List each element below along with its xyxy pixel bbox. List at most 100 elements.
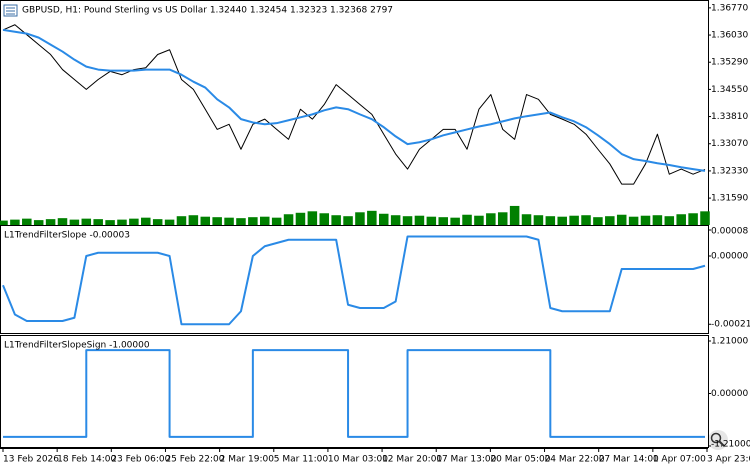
volume-bar	[117, 219, 127, 225]
volume-bar	[521, 214, 532, 225]
y-tick-label: 0.00008	[711, 227, 748, 237]
volume-bar	[152, 219, 163, 225]
x-tick-label: 25 Feb 22:00	[165, 455, 224, 465]
volume-bar	[367, 210, 377, 225]
volume-bar	[260, 216, 270, 225]
volume-bar	[295, 212, 306, 225]
pane-title: L1TrendFilterSlopeSign -1.00000	[4, 341, 150, 351]
y-tick-label: 0.00000	[711, 389, 748, 399]
y-tick-label: 1.34550	[711, 85, 748, 95]
y-tick-label: 1.33810	[711, 112, 748, 122]
volume-bar	[700, 211, 710, 225]
volume-bar	[533, 215, 544, 225]
y-tick-label: 1.36770	[711, 3, 748, 13]
volume-bar	[450, 217, 460, 225]
volume-bar	[22, 218, 32, 225]
volume-bar	[474, 215, 484, 225]
volume-bar	[545, 216, 556, 225]
volume-bar	[188, 215, 199, 225]
x-tick-label: 18 Feb 14:00	[57, 455, 116, 465]
x-tick-label: 27 Mar 14:00	[599, 455, 659, 465]
line	[2, 235, 706, 326]
x-tick-label: 20 Mar 05:00	[490, 455, 550, 465]
volume-bar	[307, 211, 318, 225]
volume-bar	[319, 213, 330, 225]
y-tick-label: 0.00000	[711, 251, 748, 261]
volume-bar	[248, 217, 258, 225]
step-line	[3, 349, 705, 438]
volume-bar	[676, 214, 686, 225]
volume-bar	[57, 218, 68, 225]
volume-bar	[212, 217, 222, 225]
x-tick-label: 12 Mar 20:00	[382, 455, 442, 465]
y-tick-label: -0.00021	[711, 320, 750, 330]
zoom-button[interactable]	[708, 430, 728, 450]
volume-bar	[486, 213, 496, 225]
volume-bar	[557, 216, 567, 225]
volume-bar	[402, 216, 413, 225]
line	[2, 28, 706, 172]
volume-bar	[93, 219, 103, 225]
volume-bar	[283, 214, 294, 225]
volume-bar	[355, 212, 365, 225]
volume-bar	[378, 213, 389, 225]
y-tick-label: 1.33070	[711, 139, 748, 149]
volume-bar	[33, 220, 44, 225]
volume-bar	[616, 214, 627, 225]
volume-bar	[236, 218, 246, 225]
volume-bar	[164, 219, 175, 225]
volume-bar	[129, 218, 139, 225]
x-tick-label: 2 Mar 19:00	[220, 455, 275, 465]
x-tick-label: 5 Mar 11:00	[274, 455, 329, 465]
volume-bar	[497, 212, 508, 225]
volume-bar	[0, 220, 8, 225]
x-tick-label: 13 Feb 2026	[3, 455, 59, 465]
volume-bar	[628, 216, 639, 225]
volume-bar	[640, 215, 651, 225]
volume-bar	[605, 216, 615, 225]
volume-bar	[569, 215, 579, 225]
volume-bar	[331, 215, 341, 225]
volume-bar	[438, 217, 448, 225]
x-tick-label: 1 Apr 07:00	[653, 455, 706, 465]
pane-frame	[0, 225, 709, 334]
volume-bar	[10, 219, 20, 225]
y-tick-label: 1.32330	[711, 166, 748, 176]
volume-bar	[652, 215, 663, 225]
y-tick-label: 1.21000	[711, 337, 748, 347]
pane-frame	[0, 335, 709, 448]
line	[2, 24, 706, 185]
volume-bar	[224, 217, 234, 225]
volume-bar	[426, 216, 437, 225]
volume-bar	[581, 215, 591, 225]
pane-title: GBPUSD, H1: Pound Sterling vs US Dollar …	[22, 6, 393, 16]
volume-bar	[414, 215, 425, 225]
pane-title: L1TrendFilterSlope -0.00003	[4, 231, 130, 241]
volume-bar	[45, 219, 56, 225]
volume-bar	[176, 216, 187, 225]
volume-bar	[81, 218, 92, 225]
symbol-icon	[3, 4, 18, 17]
volume-bar	[688, 213, 698, 225]
x-tick-label: 17 Mar 13:00	[436, 455, 496, 465]
y-tick-label: 1.31590	[711, 194, 748, 204]
volume-bar	[664, 216, 675, 225]
y-tick-label: -1.21000	[711, 440, 750, 450]
volume-bar	[390, 215, 401, 225]
y-tick-label: 1.35290	[711, 58, 748, 68]
volume-bar	[462, 214, 472, 225]
x-tick-label: 10 Mar 03:00	[328, 455, 388, 465]
volume-bar	[105, 220, 115, 225]
volume-bar	[271, 217, 282, 225]
volume-bar	[141, 217, 151, 225]
volume-bar	[69, 219, 80, 225]
y-tick-label: 1.36030	[711, 31, 748, 41]
x-tick-label: 24 Mar 22:00	[545, 455, 605, 465]
x-tick-label: 23 Feb 06:00	[111, 455, 170, 465]
volume-bar	[593, 217, 603, 225]
volume-bar	[509, 205, 520, 225]
volume-bar	[343, 216, 353, 225]
